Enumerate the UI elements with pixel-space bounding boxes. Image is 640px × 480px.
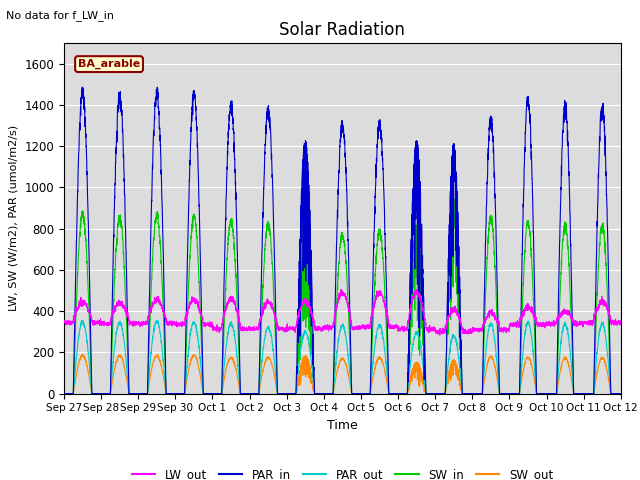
Line: SW_out: SW_out	[64, 355, 621, 394]
SW_out	[60, 391, 68, 396]
SW_in	[60, 391, 68, 396]
Text: BA_arable: BA_arable	[78, 59, 140, 69]
Y-axis label: LW, SW (W/m2), PAR (umol/m2/s): LW, SW (W/m2), PAR (umol/m2/s)	[9, 125, 19, 312]
LW_out	[617, 318, 625, 324]
PAR_in	[406, 317, 414, 323]
PAR_out	[180, 391, 188, 396]
SW_out	[79, 352, 86, 358]
Legend: LW_out, PAR_in, PAR_out, SW_in, SW_out: LW_out, PAR_in, PAR_out, SW_in, SW_out	[127, 463, 558, 480]
LW_out	[436, 332, 444, 338]
LW_out	[179, 320, 187, 326]
LW_out	[60, 319, 68, 325]
SW_in	[616, 391, 624, 396]
PAR_out	[617, 391, 625, 396]
LW_out	[216, 325, 223, 331]
Line: SW_in: SW_in	[64, 199, 621, 394]
LW_out	[397, 325, 404, 331]
PAR_out	[60, 391, 68, 396]
SW_out	[397, 391, 404, 396]
Line: PAR_in: PAR_in	[64, 87, 621, 394]
SW_in	[216, 391, 223, 396]
Text: No data for f_LW_in: No data for f_LW_in	[6, 10, 115, 21]
PAR_out	[564, 331, 572, 336]
SW_in	[179, 391, 187, 396]
PAR_in	[216, 391, 223, 396]
PAR_out	[616, 391, 624, 396]
SW_out	[180, 391, 188, 396]
PAR_in	[617, 391, 625, 396]
SW_in	[397, 391, 404, 396]
PAR_out	[216, 391, 223, 396]
PAR_out	[153, 317, 161, 323]
PAR_in	[79, 84, 86, 90]
Line: PAR_out: PAR_out	[64, 320, 621, 394]
PAR_out	[397, 391, 404, 396]
SW_out	[617, 391, 625, 396]
LW_out	[617, 319, 625, 325]
Title: Solar Radiation: Solar Radiation	[280, 21, 405, 39]
LW_out	[564, 309, 572, 315]
SW_out	[616, 391, 624, 396]
PAR_in	[397, 391, 404, 396]
SW_in	[564, 243, 572, 249]
SW_in	[450, 196, 458, 202]
LW_out	[406, 304, 414, 310]
SW_out	[406, 382, 414, 387]
SW_out	[216, 391, 223, 396]
PAR_in	[564, 139, 572, 144]
LW_out	[337, 287, 345, 292]
PAR_out	[406, 360, 414, 365]
SW_in	[617, 391, 625, 396]
SW_out	[564, 359, 572, 365]
X-axis label: Time: Time	[327, 419, 358, 432]
Line: LW_out: LW_out	[64, 289, 621, 335]
SW_in	[406, 310, 414, 316]
PAR_in	[180, 391, 188, 396]
PAR_in	[616, 391, 624, 396]
PAR_in	[60, 391, 68, 396]
